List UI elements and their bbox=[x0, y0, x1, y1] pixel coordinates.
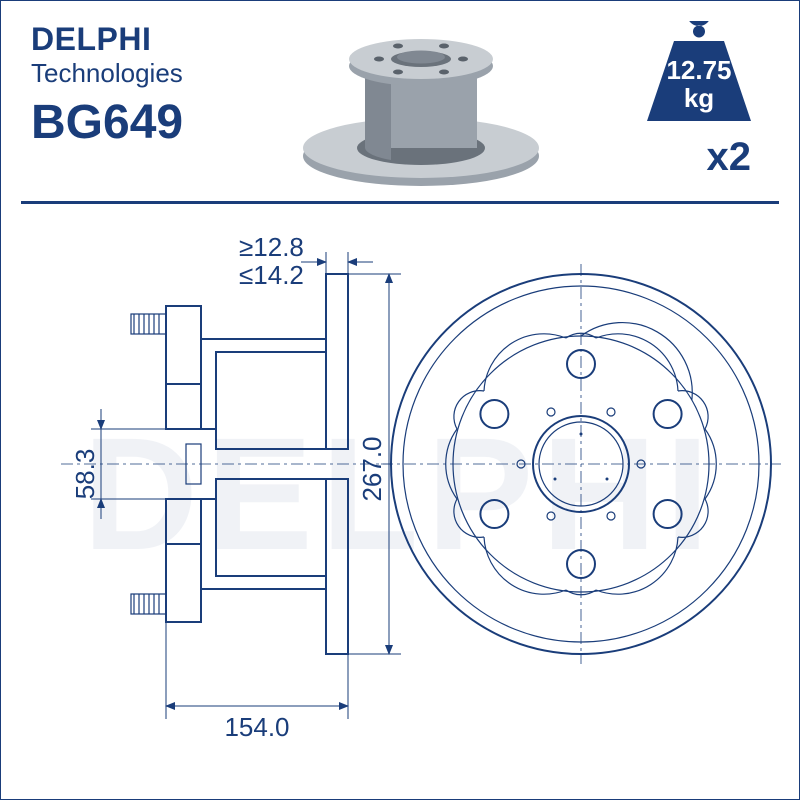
weight-unit: kg bbox=[684, 83, 714, 113]
front-view bbox=[381, 264, 781, 664]
quantity-label: x2 bbox=[629, 135, 769, 180]
dim-diameter: 267.0 bbox=[357, 436, 387, 501]
dim-thickness-max: ≤14.2 bbox=[239, 260, 304, 290]
dim-thickness-min: ≥12.8 bbox=[239, 232, 304, 262]
weight-badge: 12.75 kg x2 bbox=[629, 21, 769, 180]
weight-icon: 12.75 kg bbox=[639, 21, 759, 126]
product-render bbox=[291, 16, 551, 196]
drawing-area: DELPHI bbox=[1, 204, 799, 784]
weight-value: 12.75 bbox=[666, 55, 731, 85]
dim-bore: 58.3 bbox=[70, 449, 100, 500]
header: DELPHI Technologies BG649 12.75 kg x2 bbox=[1, 1, 799, 201]
technical-drawing: ≥12.8 ≤14.2 58.3 267.0 154.0 bbox=[1, 204, 800, 784]
cross-section-view: ≥12.8 ≤14.2 58.3 267.0 154.0 bbox=[61, 232, 401, 742]
dim-height: 154.0 bbox=[224, 712, 289, 742]
